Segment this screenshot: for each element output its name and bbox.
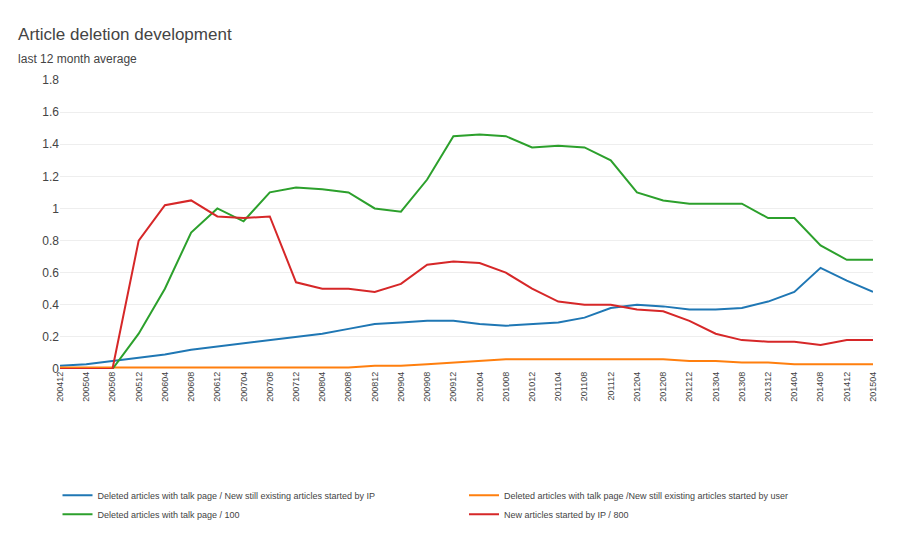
- svg-text:200708: 200708: [265, 372, 275, 402]
- svg-text:0.4: 0.4: [42, 298, 59, 312]
- svg-text:200604: 200604: [160, 372, 170, 402]
- svg-text:201312: 201312: [763, 372, 773, 402]
- svg-text:1.2: 1.2: [42, 170, 59, 184]
- svg-text:201212: 201212: [684, 372, 694, 402]
- svg-text:1.8: 1.8: [42, 73, 59, 87]
- svg-text:201208: 201208: [658, 372, 668, 402]
- svg-text:200908: 200908: [422, 372, 432, 402]
- svg-text:1: 1: [52, 202, 59, 216]
- svg-text:201112: 201112: [606, 372, 616, 401]
- svg-text:200504: 200504: [81, 372, 91, 402]
- svg-text:201304: 201304: [711, 372, 721, 402]
- svg-text:Deleted articles with talk pag: Deleted articles with talk page / New st…: [98, 491, 376, 501]
- svg-text:200904: 200904: [396, 372, 406, 402]
- svg-text:last 12 month average: last 12 month average: [18, 52, 137, 66]
- svg-text:201104: 201104: [553, 372, 563, 401]
- svg-text:0.6: 0.6: [42, 266, 59, 280]
- svg-text:201408: 201408: [815, 372, 825, 402]
- svg-text:201012: 201012: [527, 372, 537, 402]
- svg-text:1.4: 1.4: [42, 137, 59, 151]
- svg-text:Deleted articles with talk pag: Deleted articles with talk page / 100: [98, 510, 240, 520]
- svg-text:200508: 200508: [107, 372, 117, 402]
- svg-text:201412: 201412: [842, 372, 852, 402]
- svg-text:201108: 201108: [579, 372, 589, 401]
- svg-text:200912: 200912: [448, 372, 458, 402]
- svg-text:200412: 200412: [55, 372, 65, 402]
- svg-text:200804: 200804: [317, 372, 327, 402]
- svg-text:201004: 201004: [475, 372, 485, 402]
- svg-text:200608: 200608: [186, 372, 196, 402]
- svg-text:200612: 200612: [212, 372, 222, 402]
- svg-text:New articles started by IP / 8: New articles started by IP / 800: [504, 510, 628, 520]
- svg-text:200512: 200512: [134, 372, 144, 402]
- svg-text:1.6: 1.6: [42, 105, 59, 119]
- svg-text:Deleted articles with talk pag: Deleted articles with talk page /New sti…: [504, 491, 788, 501]
- svg-text:201308: 201308: [737, 372, 747, 402]
- svg-text:200808: 200808: [343, 372, 353, 402]
- svg-text:201504: 201504: [868, 372, 878, 402]
- svg-text:200712: 200712: [291, 372, 301, 402]
- svg-text:200812: 200812: [370, 372, 380, 402]
- svg-text:201404: 201404: [789, 372, 799, 402]
- svg-text:200704: 200704: [239, 372, 249, 402]
- svg-text:0: 0: [52, 362, 59, 376]
- svg-text:201008: 201008: [501, 372, 511, 402]
- svg-text:Article deletion development: Article deletion development: [18, 25, 232, 44]
- svg-text:0.2: 0.2: [42, 330, 59, 344]
- svg-text:0.8: 0.8: [42, 234, 59, 248]
- svg-text:201204: 201204: [632, 372, 642, 402]
